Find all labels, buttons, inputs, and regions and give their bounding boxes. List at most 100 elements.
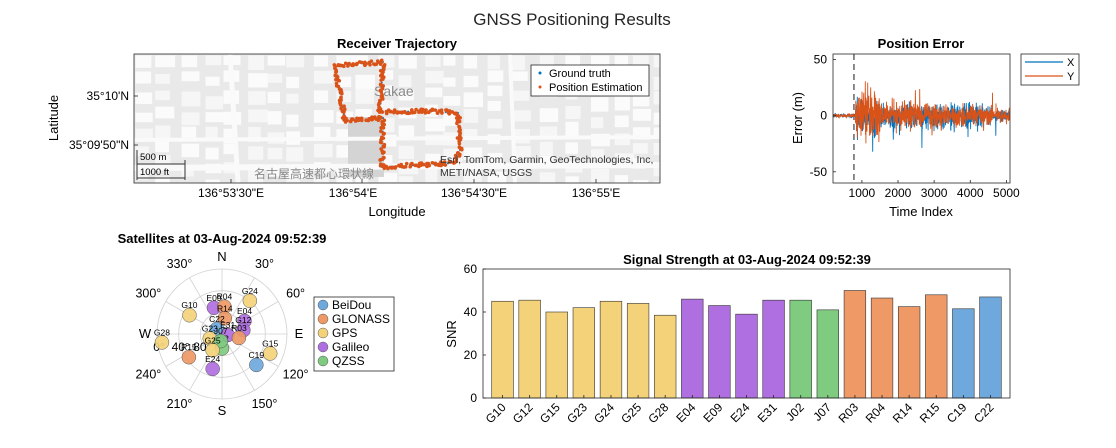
snr-bar [599,300,623,399]
skyplot-angle-label: 240° [135,368,161,382]
snr-ytick: 20 [464,348,478,362]
traj-xtick-1: 136°53'30"E [198,186,264,200]
satellite-marker [242,293,258,309]
traj-ytick-2: 35°09'50"N [69,138,129,152]
satellite-label: E31 [220,320,235,330]
satellite-label: R03 [231,323,247,333]
estimate-point [379,135,384,140]
satellite-label: G28 [154,327,170,337]
basemap-label-expressway: 名古屋高速都心環状線 [254,166,374,181]
estimate-point [400,110,404,115]
skyplot-legend-label: GPS [332,326,357,340]
estimate-point [455,136,460,140]
estimate-point [382,142,387,147]
estimate-point [335,74,339,78]
skyplot-direction-label: S [218,403,227,418]
skyplot-angle-label: 300° [135,287,161,301]
error-panel: Position Error 1000 2000 3000 4000 5000 50 0 -5… [790,36,1080,219]
error-xtick: 5000 [993,186,1020,200]
satellite-label: G10 [181,300,197,310]
error-ylabel: Error (m) [790,92,805,144]
scalebar-meters: 500 m [140,152,166,163]
estimate-point [406,111,411,116]
skyplot-legend-label: QZSS [332,354,365,368]
error-xtick: 4000 [957,186,984,200]
estimate-point [408,164,413,169]
estimate-point [380,110,385,114]
skyplot-title: Satellites at 03-Aug-2024 09:52:39 [118,231,327,246]
snr-bar [870,297,894,399]
snr-bar [545,311,568,399]
estimate-point [425,164,429,169]
estimate-track [332,58,464,171]
snr-bar [789,299,812,399]
satellite-marker [217,311,233,326]
snr-xtick: R15 [917,400,943,426]
skyplot-legend-marker [317,327,329,339]
legend-y: Y [1067,71,1075,83]
estimate-point [414,107,418,112]
snr-bar [491,300,514,399]
estimate-point [379,129,383,134]
estimate-point [374,62,379,66]
estimate-point [368,62,372,67]
snr-bar [681,298,704,399]
estimate-point [439,160,443,164]
skyplot-legend-marker [317,355,329,367]
estimate-point [342,114,346,118]
snr-panel: Signal Strength at 03-Aug-2024 09:52:39 … [444,252,1011,426]
skyplot-panel: Satellites at 03-Aug-2024 09:52:39 N E S W 3… [118,231,395,418]
estimate-point [398,164,402,169]
traj-ylabel: Latitude [46,95,61,141]
skyplot-legend-marker [317,299,329,311]
estimate-point [414,163,418,168]
estimate-point [381,155,386,160]
estimate-point [417,161,422,166]
traj-ytick-1: 35°10'N [87,89,129,103]
estimate-point [378,162,383,166]
estimate-point [378,68,383,73]
snr-bar [979,296,1002,399]
satellite-marker [205,361,220,377]
estimate-point [380,85,384,89]
snr-xtick: E04 [673,400,698,425]
skyplot-legend-label: BeiDou [332,298,371,312]
satellite-label: R15 [181,342,197,352]
estimate-point [403,164,408,169]
snr-xtick: E31 [755,400,780,425]
error-series-y [833,81,1010,144]
satellite-marker [205,343,220,358]
skyplot-angle-label: 120° [283,368,309,382]
snr-bar [952,308,975,399]
estimate-point [457,125,462,129]
snr-ytick: 40 [464,305,478,319]
snr-bar [654,314,677,399]
traj-xtick-4: 136°55'E [572,186,620,200]
skyplot-angle-label: 330° [167,257,193,271]
satellite-marker [182,307,197,323]
satellite-marker [154,335,170,350]
satellite-marker [231,330,247,346]
satellite-label: G25 [205,335,221,345]
estimate-point [420,110,424,114]
satellite-label: J07 [214,326,228,336]
error-ytick: 0 [820,109,827,123]
estimate-point [364,118,368,122]
estimate-point [388,109,392,114]
skyplot-legend-marker [317,341,329,353]
estimate-point [374,117,379,121]
traj-xlabel: Longitude [368,204,425,219]
satellite-label: R04 [217,292,233,302]
estimate-point [346,62,350,66]
snr-xtick: G15 [537,400,563,426]
estimate-point [433,161,438,166]
skyplot-angle-label: 150° [252,397,278,411]
snr-xtick: R14 [890,400,916,426]
estimate-point [333,66,337,71]
estimate-point [334,69,339,74]
satellite-label: G23 [202,323,218,333]
estimate-point [454,156,459,161]
map-attribution-1: Esri, TomTom, Garmin, GeoTechnologies, I… [440,154,653,166]
estimate-point [457,154,462,158]
